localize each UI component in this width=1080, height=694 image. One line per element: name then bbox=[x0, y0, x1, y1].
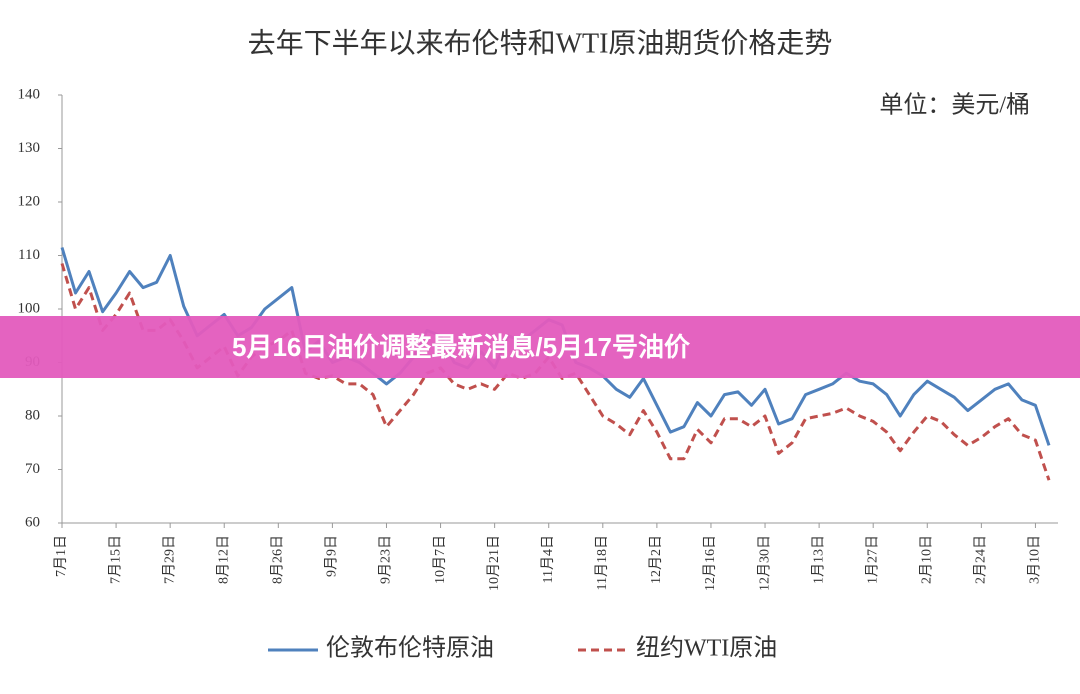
y-tick-label: 110 bbox=[18, 247, 40, 263]
x-tick-label: 2月24日 bbox=[973, 535, 989, 584]
x-tick-label: 10月7日 bbox=[432, 535, 448, 584]
unit-label: 单位：美元/桶 bbox=[879, 92, 1030, 119]
x-tick-label: 12月2日 bbox=[648, 535, 664, 584]
y-tick-label: 120 bbox=[18, 193, 41, 209]
y-tick-label: 100 bbox=[18, 300, 41, 316]
x-tick-label: 8月12日 bbox=[215, 535, 231, 584]
x-tick-label: 1月27日 bbox=[864, 535, 880, 584]
x-tick-label: 3月10日 bbox=[1027, 535, 1043, 584]
x-tick-label: 8月26日 bbox=[270, 535, 286, 584]
banner bbox=[0, 316, 1080, 378]
x-tick-label: 12月16日 bbox=[702, 535, 718, 591]
x-tick-label: 2月10日 bbox=[918, 535, 934, 584]
y-tick-label: 140 bbox=[18, 86, 41, 102]
x-tick-label: 11月18日 bbox=[594, 535, 610, 590]
x-tick-label: 1月13日 bbox=[810, 535, 826, 584]
x-tick-label: 11月4日 bbox=[540, 535, 556, 583]
x-tick-label: 12月30日 bbox=[756, 535, 772, 591]
x-tick-label: 9月23日 bbox=[378, 535, 394, 584]
y-tick-label: 70 bbox=[25, 461, 40, 477]
y-tick-label: 80 bbox=[25, 407, 40, 423]
legend-label: 伦敦布伦特原油 bbox=[326, 635, 494, 662]
legend-label: 纽约WTI原油 bbox=[636, 635, 777, 662]
x-tick-label: 7月15日 bbox=[107, 535, 123, 584]
y-tick-label: 60 bbox=[25, 514, 40, 530]
x-tick-label: 9月9日 bbox=[324, 535, 340, 577]
x-tick-label: 7月1日 bbox=[53, 535, 69, 577]
x-tick-label: 10月21日 bbox=[486, 535, 502, 591]
y-tick-label: 130 bbox=[18, 140, 41, 156]
chart-title: 去年下半年以来布伦特和WTI原油期货价格走势 bbox=[248, 27, 833, 59]
x-tick-label: 7月29日 bbox=[161, 535, 177, 584]
banner-text: 5月16日油价调整最新消息/5月17号油价 bbox=[232, 332, 691, 362]
